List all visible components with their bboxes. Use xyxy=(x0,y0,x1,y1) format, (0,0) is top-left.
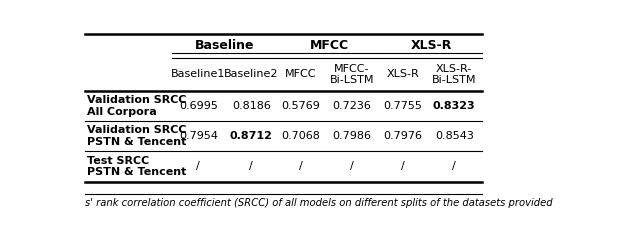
Text: Validation SRCC
PSTN & Tencent: Validation SRCC PSTN & Tencent xyxy=(87,125,186,147)
Text: s' rank correlation coefficient (SRCC) of all models on different splits of the : s' rank correlation coefficient (SRCC) o… xyxy=(85,198,552,208)
Text: /: / xyxy=(350,161,354,171)
Text: 0.6995: 0.6995 xyxy=(179,101,218,111)
Text: Validation SRCC
All Corpora: Validation SRCC All Corpora xyxy=(87,95,186,117)
Text: Baseline: Baseline xyxy=(195,40,255,52)
Text: /: / xyxy=(401,161,405,171)
Text: MFCC-
Bi-LSTM: MFCC- Bi-LSTM xyxy=(330,64,374,85)
Text: MFCC: MFCC xyxy=(285,69,317,79)
Text: 0.8712: 0.8712 xyxy=(230,131,273,141)
Text: 0.7954: 0.7954 xyxy=(179,131,218,141)
Text: MFCC: MFCC xyxy=(309,40,349,52)
Text: 0.7976: 0.7976 xyxy=(383,131,422,141)
Text: 0.5769: 0.5769 xyxy=(282,101,321,111)
Text: 0.7236: 0.7236 xyxy=(333,101,371,111)
Text: 0.8323: 0.8323 xyxy=(433,101,476,111)
Text: 0.7755: 0.7755 xyxy=(384,101,422,111)
Text: /: / xyxy=(452,161,456,171)
Text: Test SRCC
PSTN & Tencent: Test SRCC PSTN & Tencent xyxy=(87,156,186,177)
Text: /: / xyxy=(196,161,200,171)
Text: Baseline2: Baseline2 xyxy=(224,69,278,79)
Text: /: / xyxy=(250,161,253,171)
Text: /: / xyxy=(299,161,303,171)
Text: 0.7986: 0.7986 xyxy=(333,131,372,141)
Text: XLS-R-
Bi-LSTM: XLS-R- Bi-LSTM xyxy=(432,64,477,85)
Text: Baseline1: Baseline1 xyxy=(171,69,225,79)
Text: 0.8186: 0.8186 xyxy=(232,101,271,111)
Text: XLS-R: XLS-R xyxy=(387,69,419,79)
Text: 0.7068: 0.7068 xyxy=(282,131,321,141)
Text: 0.8543: 0.8543 xyxy=(435,131,474,141)
Text: XLS-R: XLS-R xyxy=(410,40,452,52)
